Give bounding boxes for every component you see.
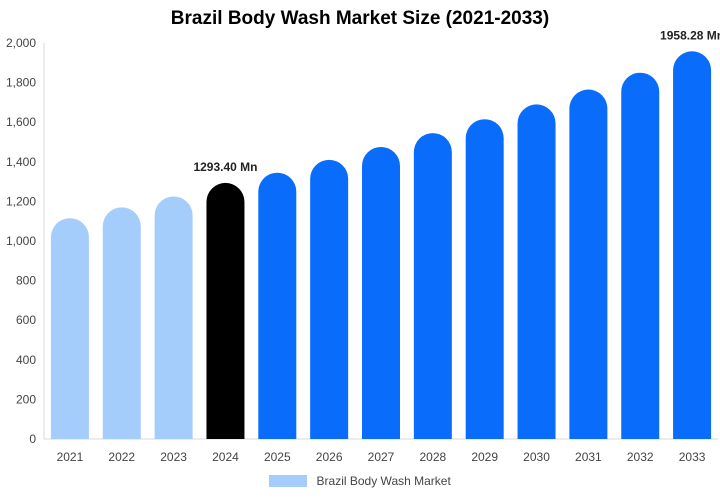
y-tick-label: 400 (16, 353, 36, 367)
bar-2032 (621, 72, 660, 439)
y-tick-label: 600 (16, 313, 36, 327)
data-label-2033: 1958.28 Mn (660, 28, 720, 42)
legend: Brazil Body Wash Market (0, 474, 720, 488)
x-tick-label: 2024 (212, 450, 239, 464)
y-tick-label: 1,000 (6, 234, 36, 248)
labels: 1293.40 Mn 1958.28 Mn (193, 28, 720, 174)
x-tick-label: 2032 (627, 450, 654, 464)
x-tick-label: 2033 (679, 450, 706, 464)
y-tick-label: 2,000 (6, 36, 36, 50)
bar-2026 (310, 159, 349, 439)
x-tick-label: 2029 (471, 450, 498, 464)
x-tick-label: 2022 (108, 450, 135, 464)
chart-title: Brazil Body Wash Market Size (2021-2033) (170, 8, 550, 29)
data-label-2024: 1293.40 Mn (193, 160, 257, 174)
y-tick-label: 1,600 (6, 115, 36, 129)
bar-2023 (154, 196, 193, 439)
bar-2027 (362, 146, 400, 439)
bar-2030 (517, 104, 556, 439)
bar-2022 (102, 207, 141, 439)
x-tick-label: 2031 (575, 450, 602, 464)
bar-2025 (258, 172, 297, 439)
bar-2031 (569, 89, 608, 439)
y-tick-label: 1,200 (6, 194, 36, 208)
x-tick-label: 2028 (419, 450, 446, 464)
x-tick-label: 2027 (368, 450, 395, 464)
bar-2024 (206, 182, 245, 439)
x-tick-label: 2030 (523, 450, 550, 464)
y-tick-label: 1,400 (6, 155, 36, 169)
y-tick-label: 0 (29, 432, 36, 446)
bar-2033 (673, 51, 712, 439)
bar-chart: 0 200 400 600 800 1,000 1,200 1,400 1,600 1,800 2,… (6, 28, 720, 464)
legend-label: Brazil Body Wash Market (316, 474, 451, 488)
bars (50, 51, 712, 440)
axes: 0 200 400 600 800 1,000 1,200 1,400 1,600 1,800 2,… (6, 36, 718, 464)
x-tick-label: 2026 (316, 450, 343, 464)
x-tick-label: 2025 (264, 450, 291, 464)
legend-swatch (269, 475, 308, 487)
y-tick-label: 800 (16, 274, 36, 288)
y-tick-label: 1,800 (6, 76, 36, 90)
x-tick-label: 2023 (160, 450, 187, 464)
x-tick-label: 2021 (57, 450, 84, 464)
bar-2021 (50, 218, 89, 439)
bar-2028 (413, 133, 452, 439)
y-tick-label: 200 (16, 392, 36, 406)
bar-2029 (465, 119, 504, 440)
